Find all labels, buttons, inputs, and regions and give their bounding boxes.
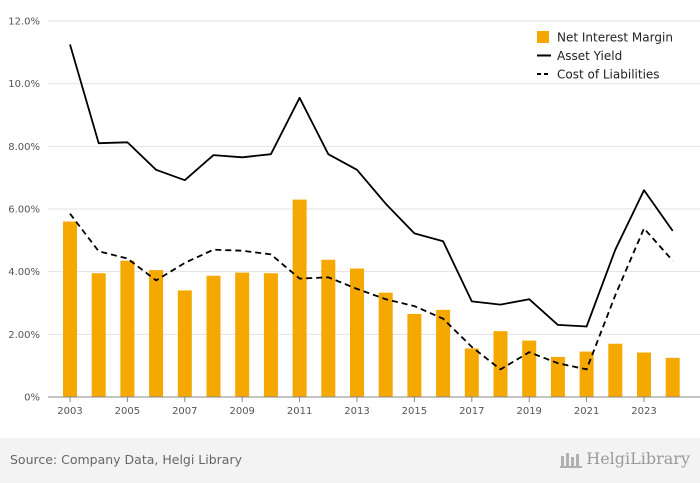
x-axis-labels: 2003 2005 2007 2009 2011 2013 2015 2017 2019 2021… bbox=[48, 396, 700, 417]
bar bbox=[522, 340, 537, 397]
bar bbox=[63, 221, 77, 397]
x-tick-label: 2015 bbox=[402, 406, 427, 417]
legend-label: Asset Yield bbox=[557, 49, 622, 63]
y-tick-label: 6.00% bbox=[8, 205, 40, 216]
library-icon bbox=[560, 452, 583, 468]
legend-label: Cost of Liabilities bbox=[557, 68, 660, 82]
legend-label: Net Interest Margin bbox=[557, 31, 673, 45]
x-tick-label: 2011 bbox=[287, 406, 312, 417]
source-note: Source: Company Data, Helgi Library bbox=[10, 452, 243, 467]
bar bbox=[350, 268, 364, 397]
y-axis-labels: 0% 2.00% 4.00% 6.00% 8.00% 10.0% 12.0% bbox=[8, 17, 40, 404]
bar-series bbox=[63, 199, 680, 397]
x-tick-label: 2019 bbox=[516, 406, 541, 417]
bar bbox=[464, 348, 479, 397]
bar bbox=[91, 273, 106, 397]
bar bbox=[436, 309, 451, 397]
footer: Source: Company Data, Helgi Library Helg… bbox=[0, 438, 700, 483]
brand-name: HelgiLibrary bbox=[586, 449, 690, 468]
bar bbox=[292, 199, 307, 397]
x-tick-label: 2009 bbox=[229, 406, 254, 417]
bar bbox=[493, 331, 508, 397]
x-tick-label: 2021 bbox=[574, 406, 599, 417]
y-tick-label: 8.00% bbox=[8, 142, 40, 153]
y-tick-label: 0% bbox=[24, 393, 40, 404]
bar bbox=[378, 292, 393, 397]
bar bbox=[550, 356, 565, 397]
legend-swatch-bar bbox=[537, 31, 549, 43]
y-tick-label: 10.0% bbox=[8, 79, 40, 90]
bar bbox=[321, 259, 336, 397]
bar bbox=[235, 272, 250, 397]
asset-yield-line bbox=[69, 44, 674, 328]
x-tick-label: 2005 bbox=[115, 406, 140, 417]
bar bbox=[608, 343, 623, 397]
bar bbox=[120, 260, 135, 397]
cost-of-liabilities-line bbox=[69, 213, 674, 371]
bar bbox=[263, 273, 278, 397]
line-series bbox=[69, 44, 674, 371]
y-tick-label: 2.00% bbox=[8, 330, 40, 341]
bar bbox=[637, 352, 651, 397]
x-tick-label: 2003 bbox=[57, 406, 82, 417]
x-tick-label: 2013 bbox=[344, 406, 369, 417]
y-tick-label: 4.00% bbox=[8, 267, 40, 278]
bar bbox=[177, 290, 192, 397]
brand-logo: HelgiLibrary bbox=[560, 449, 690, 468]
legend: Net Interest Margin Asset Yield Cost of Li… bbox=[537, 31, 673, 82]
x-tick-label: 2023 bbox=[631, 406, 656, 417]
bar bbox=[665, 357, 680, 397]
bar bbox=[149, 270, 164, 397]
x-tick-label: 2007 bbox=[172, 406, 197, 417]
bar bbox=[206, 275, 221, 397]
bar bbox=[579, 351, 594, 397]
x-tick-label: 2017 bbox=[459, 406, 484, 417]
y-tick-label: 12.0% bbox=[8, 17, 40, 28]
bar bbox=[407, 313, 422, 397]
chart: 0%2.00%4.00%6.00%8.00%10.0%12.0% 2003 200… bbox=[8, 17, 700, 417]
